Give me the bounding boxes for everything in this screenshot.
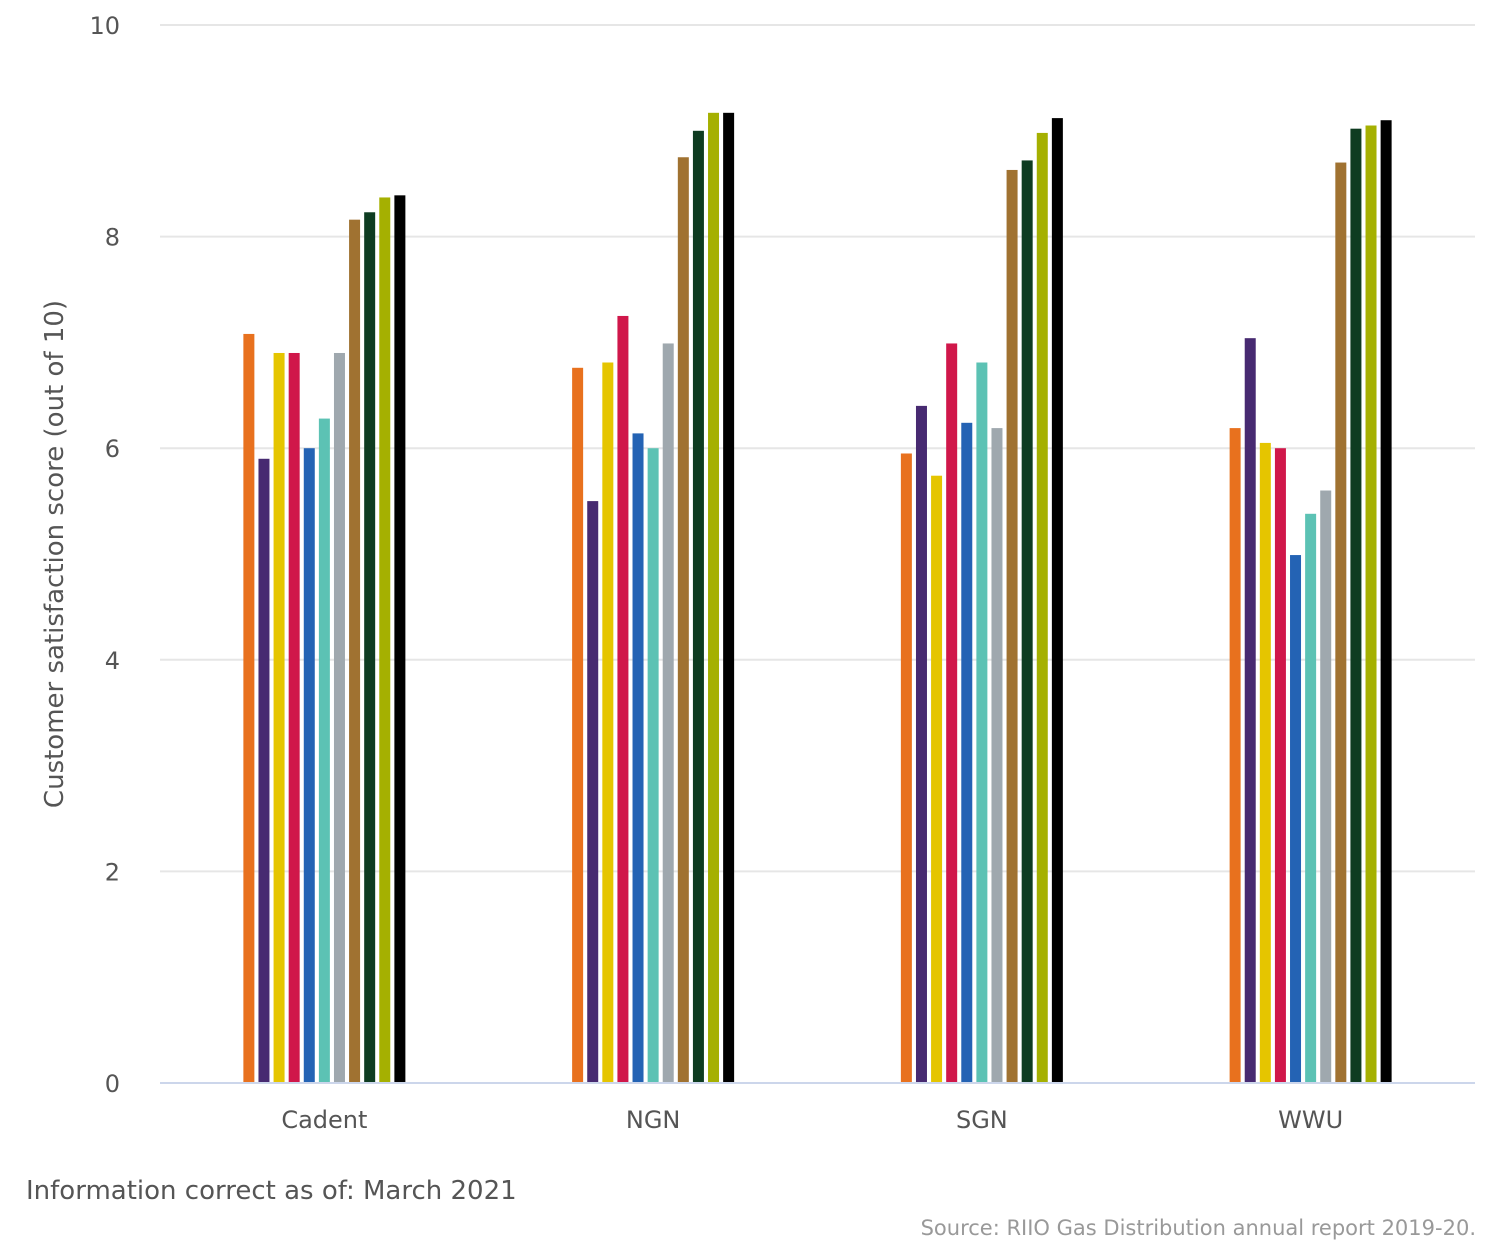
bar	[900, 453, 912, 1083]
bar	[258, 458, 270, 1083]
bar	[677, 157, 689, 1083]
bar	[632, 433, 644, 1083]
bar	[318, 418, 330, 1083]
bar	[587, 501, 599, 1084]
bar	[915, 405, 927, 1083]
bar	[1305, 513, 1317, 1083]
y-tick-label: 8	[105, 224, 120, 252]
bar	[723, 112, 735, 1083]
bar	[976, 362, 988, 1083]
bar	[1320, 490, 1332, 1083]
bar	[1021, 160, 1033, 1083]
bar	[991, 428, 1003, 1083]
y-axis-title: Customer satisfaction score (out of 10)	[40, 300, 70, 808]
bar	[288, 352, 300, 1084]
source-note: Source: RIIO Gas Distribution annual rep…	[920, 1216, 1476, 1240]
bar	[1036, 132, 1048, 1083]
bar	[602, 362, 614, 1083]
bar	[961, 422, 973, 1084]
bar	[1290, 555, 1302, 1083]
bar	[394, 195, 406, 1083]
bar	[379, 197, 391, 1084]
bar-chart: 0 2 4 6 8 10 Customer satisfaction score (out …	[40, 12, 1475, 1134]
x-tick-label: Cadent	[281, 1106, 367, 1134]
bar	[931, 475, 943, 1083]
bar	[1380, 120, 1392, 1084]
bar	[273, 352, 285, 1084]
bar	[349, 219, 361, 1083]
x-tick-label: SGN	[956, 1106, 1008, 1134]
y-tick-label: 2	[105, 858, 120, 886]
bar	[1051, 118, 1063, 1083]
bar	[647, 448, 659, 1083]
bar	[617, 315, 629, 1083]
bar	[243, 333, 255, 1083]
x-tick-label: WWU	[1278, 1106, 1343, 1134]
bar	[1259, 442, 1271, 1083]
bar	[333, 352, 345, 1084]
bar	[364, 212, 376, 1084]
y-tick-label: 0	[105, 1070, 120, 1098]
bar	[572, 367, 584, 1083]
information-date-note: Information correct as of: March 2021	[26, 1176, 517, 1206]
bar	[1229, 428, 1241, 1083]
bar	[303, 448, 315, 1083]
bar	[1350, 128, 1362, 1083]
bar	[1244, 338, 1256, 1084]
x-tick-label: NGN	[626, 1106, 681, 1134]
bar	[692, 130, 704, 1084]
y-tick-label: 6	[105, 435, 120, 463]
y-tick-label: 4	[105, 647, 120, 675]
bar	[946, 343, 958, 1083]
bar	[708, 112, 720, 1083]
y-tick-label: 10	[89, 12, 120, 40]
bar	[1365, 125, 1377, 1083]
bar	[1274, 448, 1286, 1083]
bar	[1335, 162, 1347, 1084]
bar	[1006, 169, 1018, 1084]
bar	[662, 343, 674, 1083]
